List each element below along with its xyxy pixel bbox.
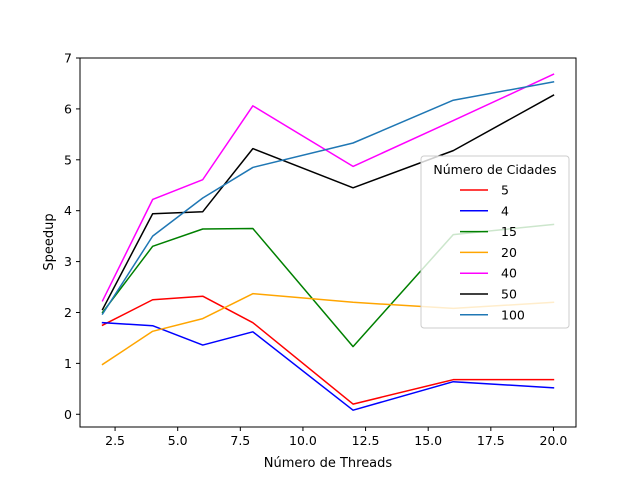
- x-tick-label: 20.0: [540, 433, 568, 448]
- x-tick-label: 12.5: [352, 433, 380, 448]
- legend-label-20: 20: [501, 245, 517, 260]
- series-line-4: [101, 321, 555, 411]
- series-layer: [101, 73, 555, 411]
- legend: Número de Cidades 5 4 15 20 40 50 100: [420, 155, 570, 329]
- y-axis: 0 1 2 3 4 5 6 7: [64, 51, 80, 422]
- x-axis: 2.5 5.0 7.5 10.0 12.5 15.0 17.5 20.0: [105, 427, 567, 448]
- legend-label-40: 40: [501, 266, 517, 281]
- series-line-50: [101, 94, 555, 311]
- x-tick-label: 17.5: [477, 433, 505, 448]
- legend-label-15: 15: [501, 224, 517, 239]
- y-tick-label: 1: [64, 356, 72, 371]
- plot-frame: [79, 57, 577, 428]
- legend-label-100: 100: [501, 307, 525, 322]
- series-line-40: [101, 73, 555, 302]
- legend-label-4: 4: [501, 203, 509, 218]
- x-tick-label: 15.0: [414, 433, 442, 448]
- legend-title: Número de Cidades: [433, 162, 556, 177]
- legend-label-5: 5: [501, 183, 509, 198]
- x-tick-label: 7.5: [230, 433, 250, 448]
- x-axis-label: Número de Threads: [264, 456, 393, 471]
- x-tick-label: 5.0: [168, 433, 188, 448]
- legend-label-50: 50: [501, 287, 517, 302]
- series-line-100: [101, 81, 555, 316]
- x-tick-label: 2.5: [105, 433, 125, 448]
- series-line-5: [101, 295, 555, 405]
- legend-box: [420, 155, 570, 329]
- y-tick-label: 3: [64, 254, 72, 269]
- x-tick-label: 10.0: [289, 433, 317, 448]
- y-tick-label: 5: [64, 152, 72, 167]
- y-tick-label: 0: [64, 407, 72, 422]
- y-tick-label: 7: [64, 51, 72, 66]
- y-tick-label: 6: [64, 101, 72, 116]
- y-axis-label: Speedup: [42, 213, 57, 270]
- y-tick-label: 4: [64, 203, 72, 218]
- y-tick-label: 2: [64, 305, 72, 320]
